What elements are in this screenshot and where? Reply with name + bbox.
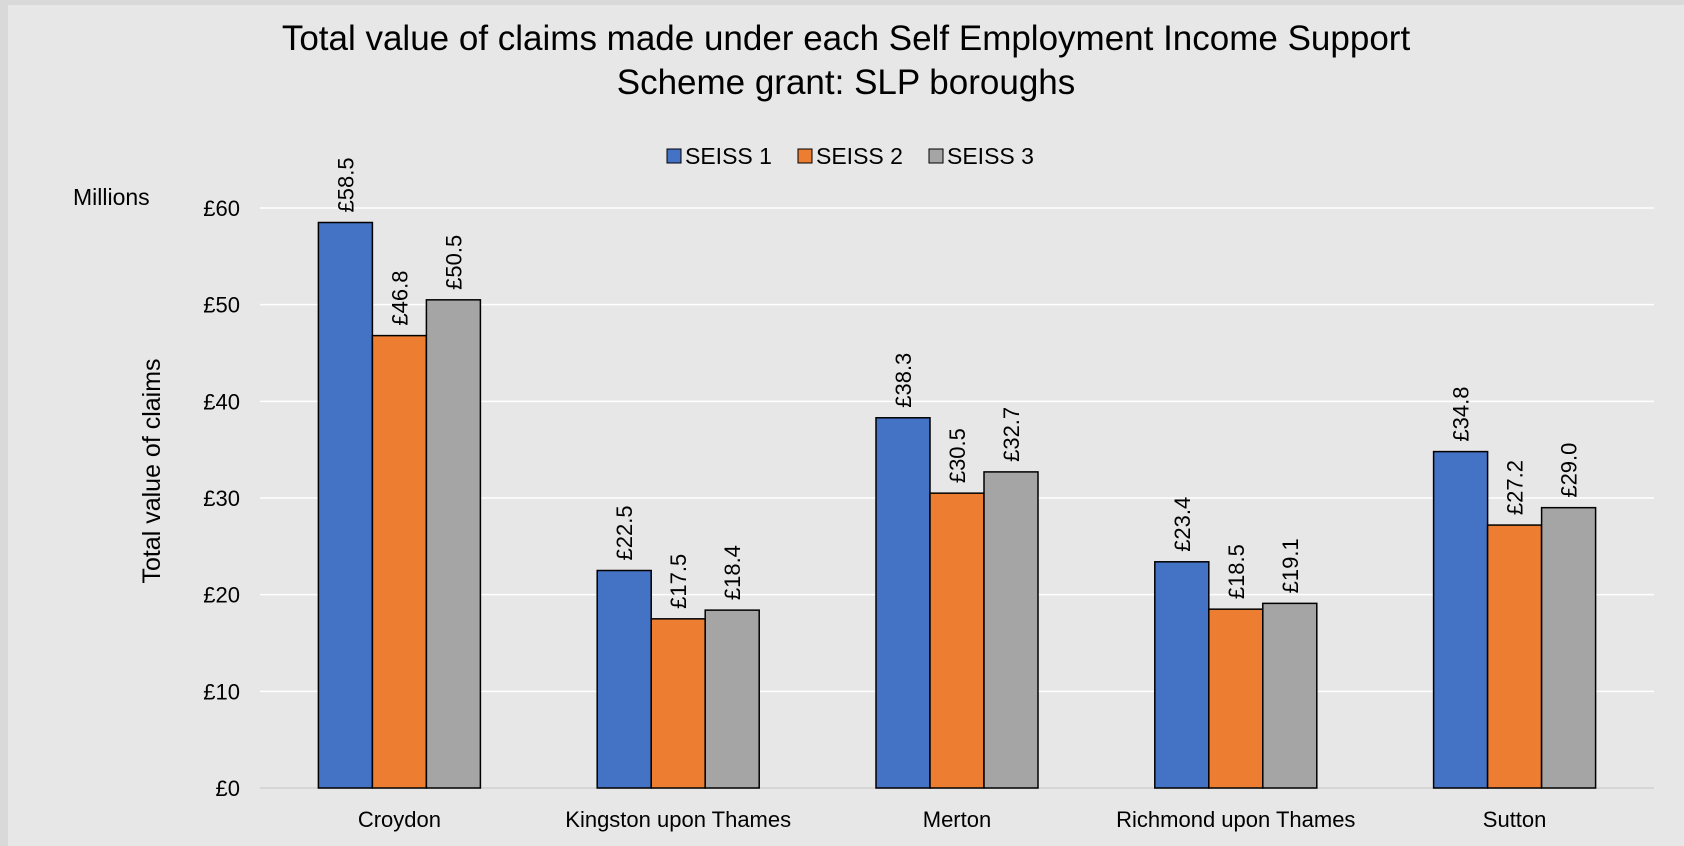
data-label: £50.5 [441, 235, 466, 290]
x-category-label: Croydon [358, 807, 441, 832]
data-label: £23.4 [1170, 497, 1195, 552]
data-label: £18.4 [720, 545, 745, 600]
y-tick-label: £10 [203, 679, 240, 704]
chart-frame: Total value of claims made under each Se… [8, 5, 1684, 846]
x-axis-categories: Croydon Kingston upon Thames Merton Richmon… [358, 807, 1547, 832]
bar [1154, 561, 1210, 789]
y-tick-label: £20 [203, 583, 240, 608]
bar [1432, 450, 1489, 789]
bar [1540, 506, 1597, 789]
data-label: £29.0 [1557, 443, 1582, 498]
y-axis-unit-label: Millions [73, 184, 150, 210]
bar [317, 221, 374, 789]
data-label: £18.5 [1224, 544, 1249, 599]
y-tick-label: £0 [216, 776, 240, 801]
chart-title-line-1: Total value of claims made under each Se… [282, 19, 1411, 58]
bar [1208, 608, 1264, 789]
bar [983, 471, 1039, 789]
x-category-label: Richmond upon Thames [1116, 807, 1355, 832]
bar [371, 334, 428, 789]
y-tick-label: £30 [203, 486, 240, 511]
bar [650, 618, 706, 789]
bar [929, 492, 985, 789]
legend-label: SEISS 1 [685, 143, 772, 169]
data-label: £22.5 [612, 505, 637, 560]
bar [1486, 524, 1543, 789]
legend: SEISS 1 SEISS 2 SEISS 3 [666, 143, 1034, 169]
bar [596, 569, 652, 789]
bar-chart: Total value of claims made under each Se… [73, 19, 1654, 832]
y-tick-label: £40 [203, 389, 240, 414]
x-category-label: Sutton [1483, 807, 1547, 832]
legend-swatch [928, 148, 944, 164]
data-label: £17.5 [666, 554, 691, 609]
y-axis-title: Total value of claims [138, 358, 166, 583]
bar [425, 299, 482, 789]
bar [1262, 602, 1318, 789]
bars [317, 221, 1597, 789]
legend-swatch [797, 148, 813, 164]
data-label: £34.8 [1449, 387, 1474, 442]
y-axis-ticks: £0 £10 £20 £30 £40 £50 £60 [203, 196, 240, 801]
data-label: £38.3 [891, 353, 916, 408]
data-label: £46.8 [387, 271, 412, 326]
y-tick-label: £60 [203, 196, 240, 221]
bar [704, 609, 760, 789]
data-label: £30.5 [945, 428, 970, 483]
bar [875, 417, 931, 789]
data-label: £58.5 [333, 157, 358, 212]
legend-label: SEISS 3 [947, 143, 1034, 169]
data-labels: £58.5 £46.8 £50.5 £22.5 £17.5 £18.4 £38.3 £30.5… [333, 157, 1581, 608]
legend-label: SEISS 2 [816, 143, 903, 169]
legend-swatch [666, 148, 682, 164]
data-label: £19.1 [1278, 538, 1303, 593]
chart-title-line-2: Scheme grant: SLP boroughs [617, 63, 1076, 102]
x-category-label: Merton [923, 807, 991, 832]
data-label: £32.7 [999, 407, 1024, 462]
x-category-label: Kingston upon Thames [565, 807, 791, 832]
data-label: £27.2 [1503, 460, 1528, 515]
y-tick-label: £50 [203, 293, 240, 318]
